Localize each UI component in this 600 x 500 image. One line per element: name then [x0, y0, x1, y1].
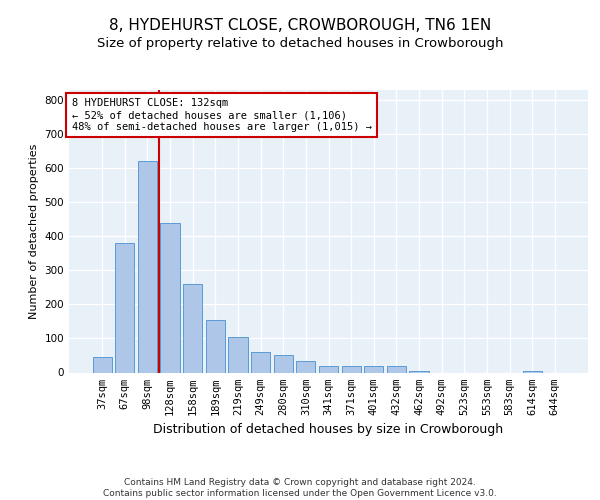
Y-axis label: Number of detached properties: Number of detached properties	[29, 144, 39, 319]
Bar	[229, 337, 248, 372]
Text: Size of property relative to detached houses in Crowborough: Size of property relative to detached ho…	[97, 38, 503, 51]
Text: Contains HM Land Registry data © Crown copyright and database right 2024.
Contai: Contains HM Land Registry data © Crown c…	[103, 478, 497, 498]
Text: 8 HYDEHURST CLOSE: 132sqm
← 52% of detached houses are smaller (1,106)
48% of se: 8 HYDEHURST CLOSE: 132sqm ← 52% of detac…	[71, 98, 371, 132]
Bar	[183, 284, 202, 372]
Bar	[409, 371, 428, 372]
Bar	[341, 366, 361, 372]
Bar	[274, 356, 293, 372]
Bar	[296, 360, 316, 372]
Bar	[523, 371, 542, 372]
Bar	[160, 222, 180, 372]
X-axis label: Distribution of detached houses by size in Crowborough: Distribution of detached houses by size …	[154, 423, 503, 436]
Bar	[92, 357, 112, 372]
Bar	[319, 366, 338, 372]
Bar	[251, 352, 270, 372]
Bar	[138, 161, 157, 372]
Bar	[364, 366, 383, 372]
Bar	[387, 366, 406, 372]
Text: 8, HYDEHURST CLOSE, CROWBOROUGH, TN6 1EN: 8, HYDEHURST CLOSE, CROWBOROUGH, TN6 1EN	[109, 18, 491, 32]
Bar	[115, 243, 134, 372]
Bar	[206, 320, 225, 372]
